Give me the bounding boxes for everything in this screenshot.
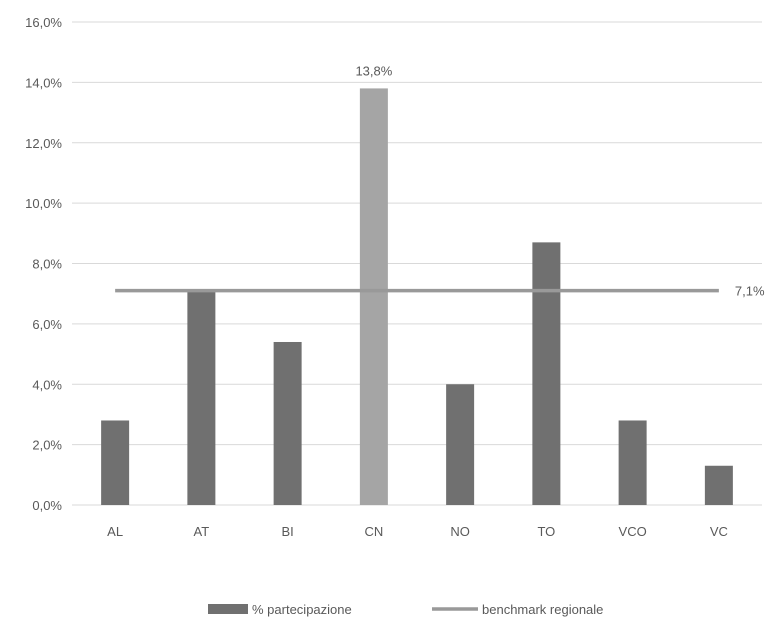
- y-tick-label: 8,0%: [32, 257, 62, 272]
- y-tick-label: 2,0%: [32, 438, 62, 453]
- legend-label-line: benchmark regionale: [482, 602, 603, 617]
- data-label-cn: 13,8%: [355, 63, 392, 78]
- legend-label-bar: % partecipazione: [252, 602, 352, 617]
- y-tick-label: 10,0%: [25, 196, 62, 211]
- y-tick-label: 0,0%: [32, 498, 62, 513]
- x-tick-label: AT: [194, 524, 210, 539]
- y-tick-label: 4,0%: [32, 377, 62, 392]
- x-tick-label: CN: [364, 524, 383, 539]
- x-axis: AL AT BI CN NO TO VCO VC: [107, 524, 728, 539]
- bar-bi: [273, 341, 302, 505]
- bar-to: [532, 242, 561, 505]
- legend: % partecipazione benchmark regionale: [208, 602, 603, 617]
- x-tick-label: TO: [537, 524, 555, 539]
- x-tick-label: VCO: [619, 524, 647, 539]
- y-tick-label: 12,0%: [25, 136, 62, 151]
- x-tick-label: NO: [450, 524, 470, 539]
- bar-at: [187, 290, 216, 505]
- y-tick-label: 14,0%: [25, 75, 62, 90]
- x-tick-label: VC: [710, 524, 728, 539]
- data-label-benchmark: 7,1%: [735, 284, 765, 299]
- bar-vco: [618, 420, 647, 505]
- bar-no: [446, 384, 475, 505]
- x-tick-label: BI: [281, 524, 293, 539]
- y-tick-label: 6,0%: [32, 317, 62, 332]
- bar-al: [101, 420, 130, 505]
- legend-swatch-bar: [208, 604, 248, 614]
- bar-series: [101, 88, 733, 505]
- grid-lines: [72, 21, 762, 506]
- y-tick-label: 16,0%: [25, 15, 62, 30]
- bar-vc: [704, 465, 733, 505]
- data-labels: 13,8% 7,1%: [355, 63, 765, 298]
- bar-cn: [359, 88, 388, 505]
- y-axis: 0,0% 2,0% 4,0% 6,0% 8,0% 10,0% 12,0% 14,0% 16,0%: [25, 15, 62, 513]
- x-tick-label: AL: [107, 524, 123, 539]
